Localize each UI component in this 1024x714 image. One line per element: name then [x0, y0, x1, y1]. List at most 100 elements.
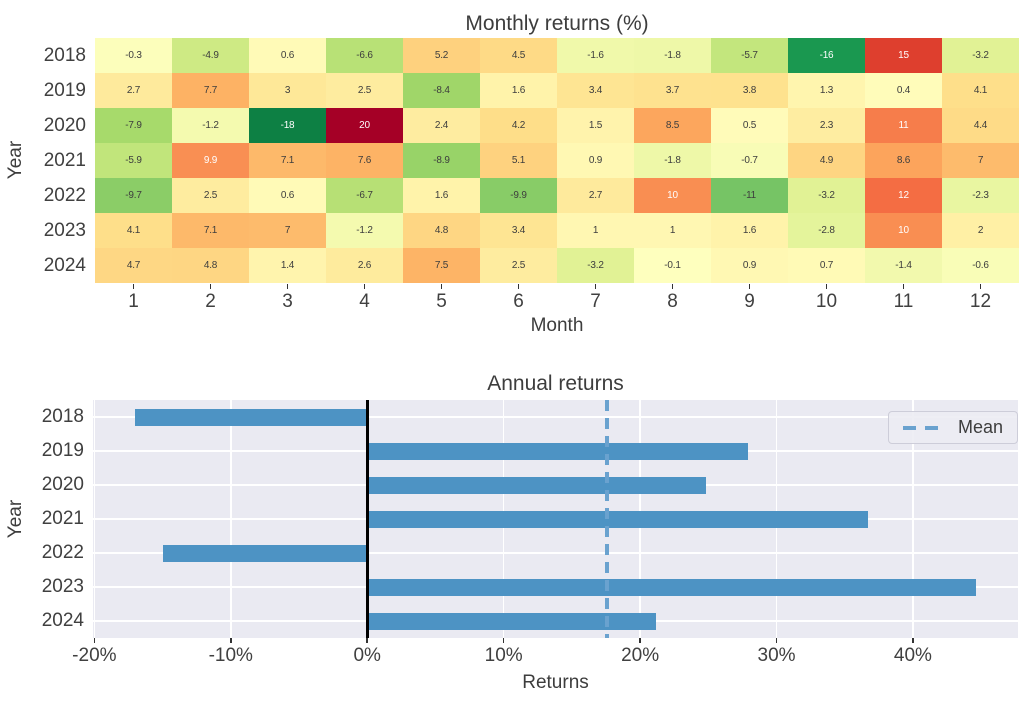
- heatmap-cell-2020-4: 20: [326, 108, 403, 143]
- heatmap-cell-2020-9: 0.5: [711, 108, 788, 143]
- heatmap-cell-value: 1.6: [434, 190, 449, 201]
- heatmap-xtickmark-1: [132, 284, 135, 289]
- heatmap-cell-value: -9.9: [510, 190, 527, 201]
- heatmap-cell-2022-5: 1.6: [403, 178, 480, 213]
- heatmap-cell-2022-9: -11: [711, 178, 788, 213]
- heatmap-cell-value: 2.5: [511, 260, 526, 271]
- heatmap-cell-value: 12: [898, 190, 909, 201]
- bar-2019: [367, 442, 748, 460]
- heatmap-cell-value: 4.1: [973, 85, 988, 96]
- heatmap-cell-2024-4: 2.6: [326, 248, 403, 283]
- heatmap-cell-2019-9: 3.8: [711, 73, 788, 108]
- heatmap-cell-value: -8.4: [433, 85, 450, 96]
- heatmap-cell-value: -8.9: [433, 155, 450, 166]
- heatmap-cell-value: -4.9: [202, 50, 219, 61]
- heatmap-cell-2020-8: 8.5: [634, 108, 711, 143]
- heatmap-cell-value: 1.4: [280, 260, 295, 271]
- heatmap-cell-value: 2.5: [203, 190, 218, 201]
- heatmap-cell-2023-10: -2.8: [788, 213, 865, 248]
- heatmap-cell-value: 10: [667, 190, 678, 201]
- heatmap-cell-2022-6: -9.9: [480, 178, 557, 213]
- heatmap-cell-2021-8: -1.8: [634, 143, 711, 178]
- heatmap-cell-value: -3.2: [587, 260, 604, 271]
- heatmap-xtick-6: 6: [513, 291, 524, 312]
- heatmap-xtickmark-8: [671, 284, 674, 289]
- heatmap-cell-value: 4.2: [511, 120, 526, 131]
- heatmap-cell-2024-8: -0.1: [634, 248, 711, 283]
- heatmap-xtick-10: 10: [815, 291, 838, 312]
- heatmap-ytick-2018: 2018: [43, 44, 86, 66]
- heatmap-cell-value: 5.2: [434, 50, 449, 61]
- heatmap-grid: -0.3 -4.9 0.6 -6.6 5.2 4.5 -1.6 -1.8 -5.7 -16 15 -3…: [95, 38, 1019, 283]
- barchart-xtick-0%: 0%: [353, 645, 381, 666]
- heatmap-cell-value: 4.1: [126, 225, 141, 236]
- heatmap-cell-2018-6: 4.5: [480, 38, 557, 73]
- barchart-xtickmark-10%: [502, 638, 505, 643]
- gridline-horizontal: [93, 552, 1018, 554]
- heatmap-cell-2019-3: 3: [249, 73, 326, 108]
- heatmap-cell-value: 20: [359, 120, 370, 131]
- heatmap-cell-2018-10: -16: [788, 38, 865, 73]
- barchart-xtickmark--20%: [93, 638, 96, 643]
- heatmap-cell-2018-5: 5.2: [403, 38, 480, 73]
- heatmap-cell-2019-11: 0.4: [865, 73, 942, 108]
- barchart-ytick-2022: 2022: [41, 542, 84, 563]
- heatmap-cell-2018-8: -1.8: [634, 38, 711, 73]
- heatmap-ytick-2019: 2019: [43, 79, 86, 101]
- zero-line: [365, 400, 369, 638]
- heatmap-cell-value: 10: [898, 225, 909, 236]
- heatmap-cell-2024-1: 4.7: [95, 248, 172, 283]
- heatmap-cell-value: -7.9: [125, 120, 142, 131]
- heatmap-cell-value: 7.7: [203, 85, 218, 96]
- heatmap-cell-value: 1.5: [588, 120, 603, 131]
- heatmap-cell-2019-2: 7.7: [172, 73, 249, 108]
- heatmap-cell-value: -1.2: [202, 120, 219, 131]
- heatmap-cell-2018-12: -3.2: [942, 38, 1019, 73]
- heatmap-cell-2024-5: 7.5: [403, 248, 480, 283]
- heatmap-cell-2022-10: -3.2: [788, 178, 865, 213]
- heatmap-cell-2021-5: -8.9: [403, 143, 480, 178]
- heatmap-cell-2018-9: -5.7: [711, 38, 788, 73]
- heatmap-xtickmark-7: [594, 284, 597, 289]
- heatmap-xtick-9: 9: [744, 291, 755, 312]
- heatmap-cell-2019-10: 1.3: [788, 73, 865, 108]
- bar-2023: [367, 578, 976, 596]
- heatmap-cell-2023-6: 3.4: [480, 213, 557, 248]
- heatmap-xtickmark-11: [902, 284, 905, 289]
- heatmap-cell-value: -2.8: [818, 225, 835, 236]
- heatmap-cell-2020-6: 4.2: [480, 108, 557, 143]
- heatmap-cell-2023-7: 1: [557, 213, 634, 248]
- heatmap-cell-2022-8: 10: [634, 178, 711, 213]
- heatmap-cell-2019-8: 3.7: [634, 73, 711, 108]
- heatmap-cell-2024-12: -0.6: [942, 248, 1019, 283]
- heatmap-cell-2023-12: 2: [942, 213, 1019, 248]
- heatmap-cell-value: 0.6: [280, 190, 295, 201]
- heatmap-ytick-2024: 2024: [43, 254, 86, 276]
- heatmap-cell-value: 3.7: [665, 85, 680, 96]
- heatmap-cell-2022-12: -2.3: [942, 178, 1019, 213]
- heatmap-cell-value: -0.3: [125, 50, 142, 61]
- heatmap-cell-value: 2.4: [434, 120, 449, 131]
- heatmap-xtickmark-2: [209, 284, 212, 289]
- heatmap-cell-value: 7.6: [357, 155, 372, 166]
- heatmap-cell-value: -1.6: [587, 50, 604, 61]
- heatmap-cell-2024-2: 4.8: [172, 248, 249, 283]
- heatmap-cell-value: -6.7: [356, 190, 373, 201]
- heatmap-ytick-2022: 2022: [43, 184, 86, 206]
- heatmap-cell-value: -3.2: [818, 190, 835, 201]
- heatmap-cell-2019-1: 2.7: [95, 73, 172, 108]
- heatmap-cell-value: 1: [592, 225, 599, 236]
- heatmap-cell-2021-11: 8.6: [865, 143, 942, 178]
- heatmap-cell-2022-1: -9.7: [95, 178, 172, 213]
- heatmap-cell-value: 0.5: [742, 120, 757, 131]
- heatmap-cell-value: 2.3: [819, 120, 834, 131]
- heatmap-cell-value: 8.6: [896, 155, 911, 166]
- heatmap-cell-value: 2: [977, 225, 984, 236]
- heatmap-cell-2023-5: 4.8: [403, 213, 480, 248]
- barchart-title: Annual returns: [487, 372, 624, 395]
- heatmap-cell-2019-12: 4.1: [942, 73, 1019, 108]
- heatmap-cell-value: 4.8: [434, 225, 449, 236]
- heatmap-cell-2019-6: 1.6: [480, 73, 557, 108]
- heatmap-cell-value: 2.7: [588, 190, 603, 201]
